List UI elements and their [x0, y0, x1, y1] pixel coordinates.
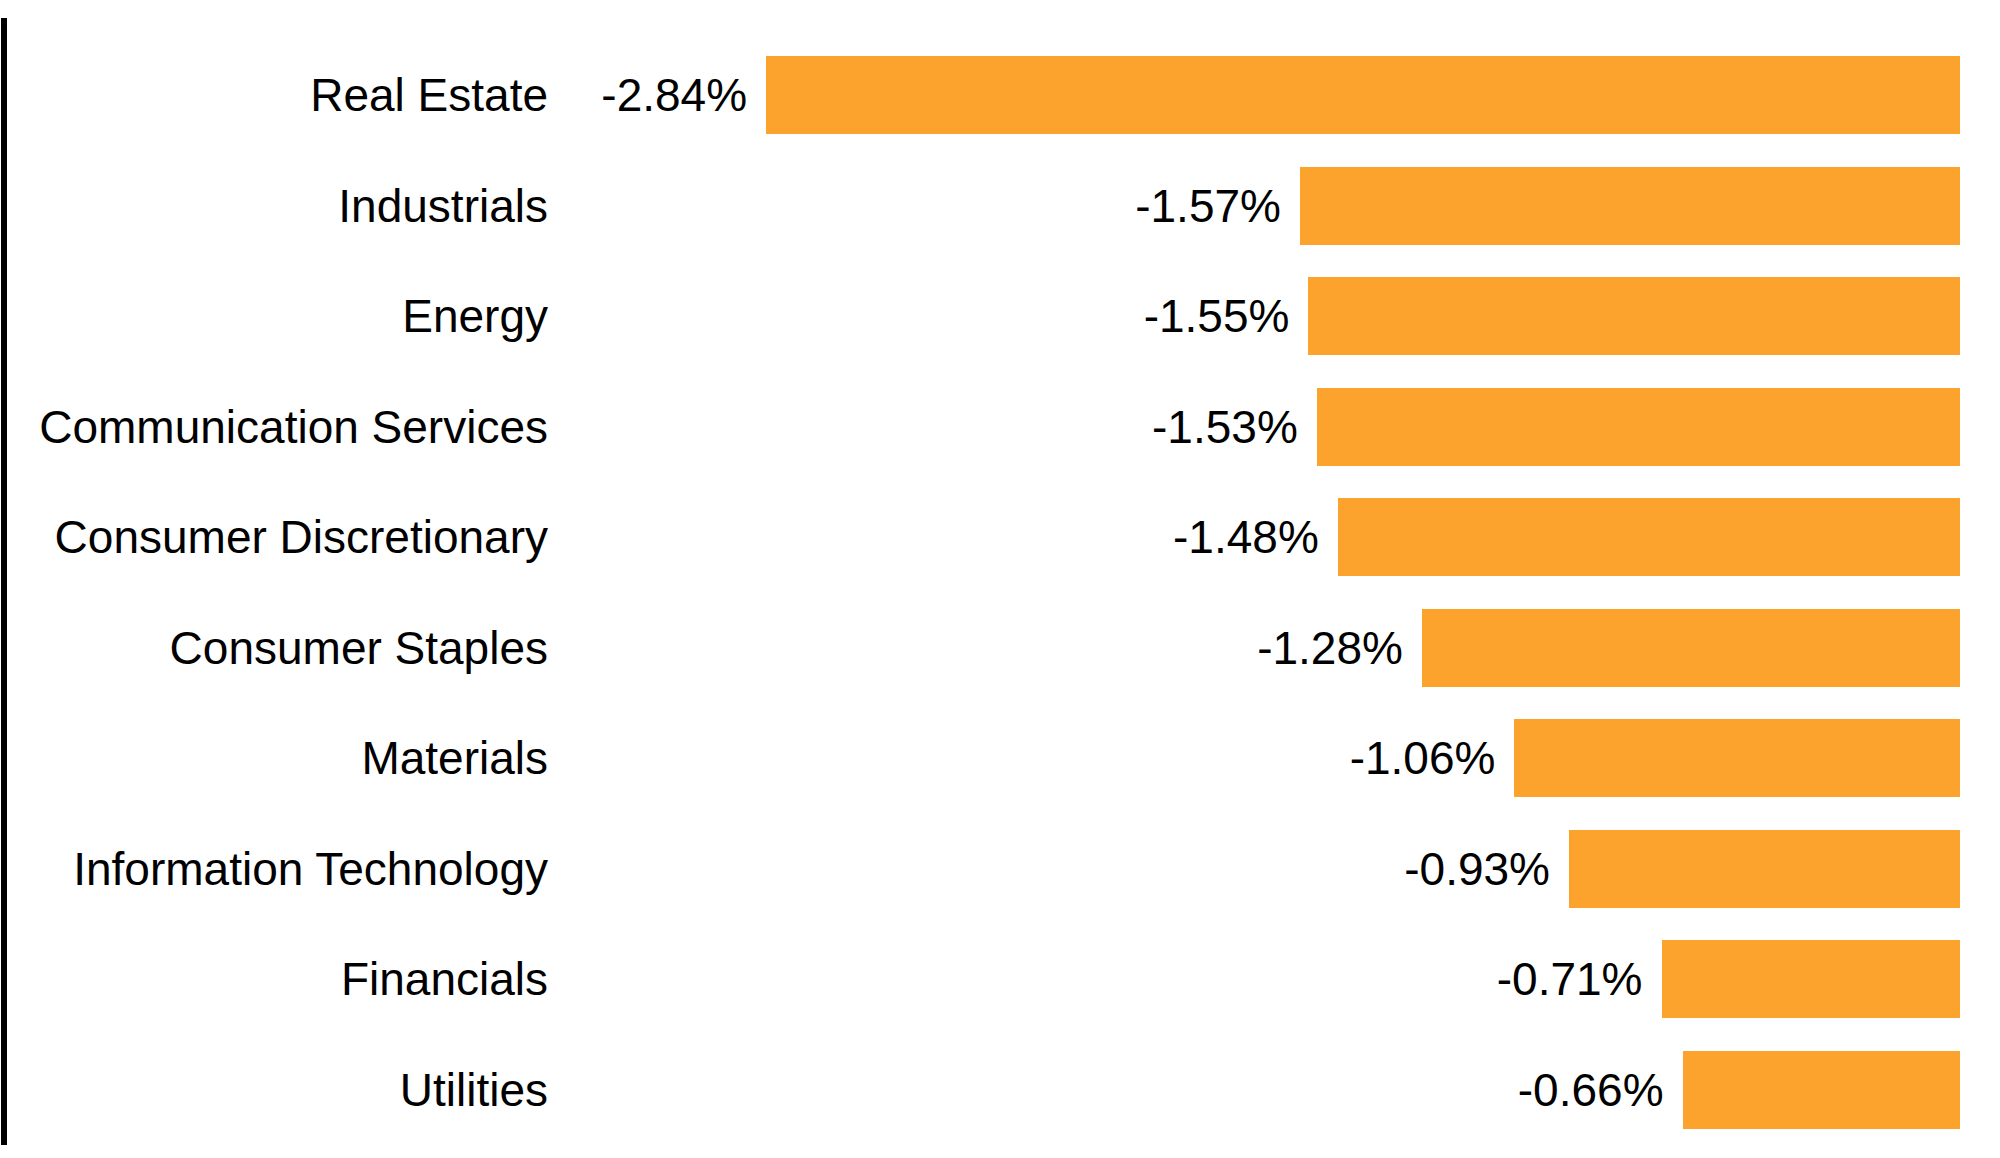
- value-label: -0.93%: [1250, 830, 1550, 908]
- bar: [1662, 940, 1960, 1018]
- category-label: Utilities: [0, 1051, 548, 1129]
- bar: [1683, 1051, 1960, 1129]
- bar: [766, 56, 1960, 134]
- value-label: -1.57%: [981, 167, 1281, 245]
- bar: [1338, 498, 1960, 576]
- bar: [1308, 277, 1960, 355]
- sector-performance-bar-chart: Real Estate-2.84%Industrials-1.57%Energy…: [0, 0, 2000, 1158]
- value-label: -1.06%: [1195, 719, 1495, 797]
- category-label: Materials: [0, 719, 548, 797]
- category-label: Financials: [0, 940, 548, 1018]
- bar: [1422, 609, 1960, 687]
- bar: [1514, 719, 1960, 797]
- bar: [1317, 388, 1960, 466]
- value-label: -0.71%: [1343, 940, 1643, 1018]
- value-label: -1.55%: [989, 277, 1289, 355]
- category-label: Consumer Staples: [0, 609, 548, 687]
- category-label: Industrials: [0, 167, 548, 245]
- bar: [1569, 830, 1960, 908]
- value-label: -2.84%: [447, 56, 747, 134]
- value-label: -0.66%: [1364, 1051, 1664, 1129]
- category-label: Communication Services: [0, 388, 548, 466]
- bar: [1300, 167, 1960, 245]
- value-label: -1.48%: [1019, 498, 1319, 576]
- value-label: -1.28%: [1103, 609, 1403, 687]
- category-label: Energy: [0, 277, 548, 355]
- category-label: Consumer Discretionary: [0, 498, 548, 576]
- value-label: -1.53%: [998, 388, 1298, 466]
- category-label: Information Technology: [0, 830, 548, 908]
